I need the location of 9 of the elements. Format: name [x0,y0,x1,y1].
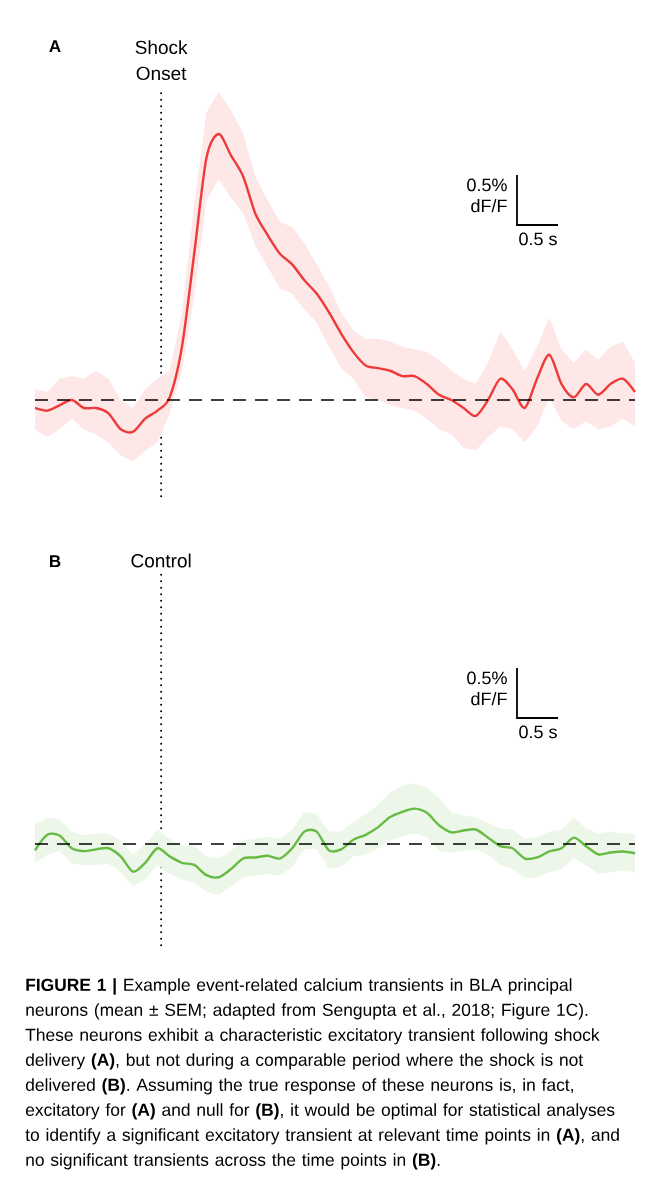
text: FIGURE 1 | Example event-related calcium transients in BLA principal neurons (mean ± SEM; adapted from Sengupta et al., 2018; Figure 1C). These neurons exhibit a characteristic excitatory transient following shock delivery (A), but not during a comparable period where the shock is not delivered (B). Assuming the true response of these neurons is, in fact, excitatory for (A) and null for (B), it would be optimal for statistical analyses to identify a significant excitatory transient at relevant time points in (A), and no significant transients across the time points in (B). [25,978,619,1170]
chart-title: B [50,555,61,568]
annotation: 0.5% dF/F [467,178,507,213]
text: 0.5 s [519,725,557,739]
annotation: 0.5 s [519,232,557,246]
text: Shock Onset [135,40,188,81]
text: Control [131,553,191,568]
text: 0.5% dF/F [467,671,507,706]
chart-title: A [49,40,61,52]
